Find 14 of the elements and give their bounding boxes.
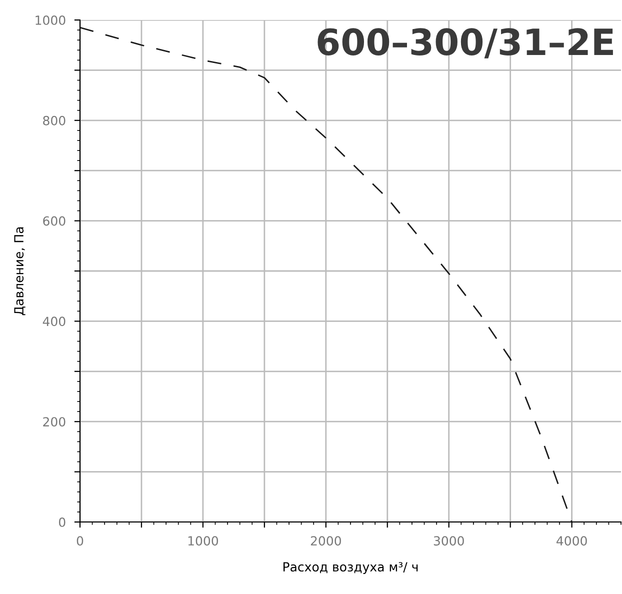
chart-title: 600–300/31–2E	[318, 28, 613, 58]
x-tick-label: 1000	[188, 536, 218, 546]
y-axis-title: Давление, Па	[14, 227, 26, 316]
x-tick-label: 2000	[310, 536, 341, 546]
x-tick-label: 4000	[556, 536, 587, 546]
y-tick-label: 400	[42, 316, 66, 326]
y-tick-label: 1000	[36, 15, 66, 25]
x-axis-title: Расход воздуха м³/ ч	[283, 562, 418, 574]
x-tick-label: 3000	[434, 536, 464, 546]
y-tick-label: 600	[43, 216, 66, 226]
y-tick-label: 800	[43, 116, 66, 126]
x-tick-label: 0	[76, 536, 84, 546]
y-tick-label: 200	[43, 417, 66, 427]
y-tick-label: 0	[58, 517, 66, 527]
